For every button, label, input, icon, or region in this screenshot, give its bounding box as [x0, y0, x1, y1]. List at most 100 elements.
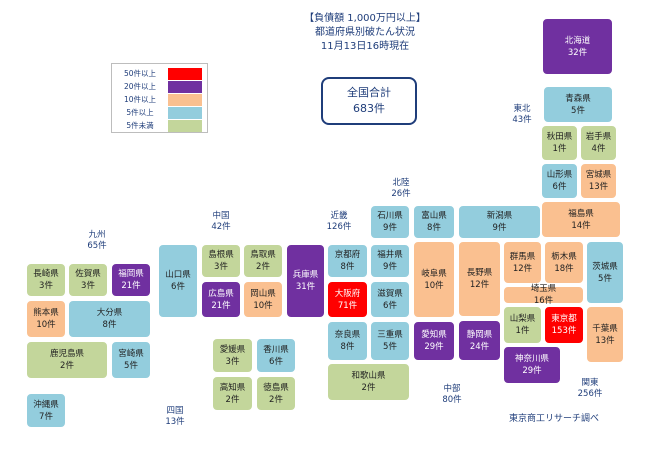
prefecture-name: 岩手県 [585, 132, 612, 142]
prefecture-name: 三重県 [377, 330, 403, 340]
region-count: 26件 [391, 189, 411, 199]
prefecture-iwate: 岩手県 4件 [580, 125, 617, 161]
prefecture-count: 2件 [361, 383, 376, 393]
prefecture-miyagi: 宮城県 13件 [580, 163, 617, 199]
region-label-kyushu: 九州 65件 [80, 230, 114, 252]
legend-swatch [168, 94, 202, 106]
prefecture-name: 福島県 [568, 208, 594, 219]
prefecture-nagasaki: 長崎県 3件 [26, 263, 66, 297]
region-name: 中国 [212, 211, 230, 221]
prefecture-count: 6件 [171, 282, 185, 292]
prefecture-ibaraki: 茨城県 5件 [586, 241, 624, 304]
prefecture-name: 山梨県 [509, 314, 536, 324]
prefecture-name: 奈良県 [334, 330, 361, 340]
region-count: 126件 [326, 222, 352, 232]
region-count: 43件 [512, 115, 532, 125]
prefecture-name: 千葉県 [592, 323, 618, 334]
prefecture-mie: 三重県 5件 [370, 321, 410, 361]
prefecture-name: 鹿児島県 [49, 349, 84, 359]
prefecture-ehime: 愛媛県 3件 [212, 338, 253, 373]
prefecture-ishikawa: 石川県 9件 [370, 205, 410, 239]
prefecture-name: 茨城県 [592, 261, 618, 272]
prefecture-name: 北海道 [564, 35, 591, 46]
prefecture-name: 愛媛県 [219, 344, 246, 355]
title-line-3: 11月13日16時現在 [320, 41, 410, 52]
prefecture-count: 31件 [295, 282, 316, 292]
legend-item-5plus: 5件以上 [116, 107, 204, 119]
prefecture-count: 7件 [39, 411, 53, 422]
prefecture-count: 1件 [515, 326, 530, 336]
prefecture-name: 福井県 [377, 250, 403, 260]
region-label-chubu: 中部 80件 [435, 384, 469, 406]
prefecture-name: 香川県 [263, 344, 289, 355]
prefecture-count: 9件 [492, 223, 507, 233]
prefecture-kyoto: 京都府 8件 [327, 244, 368, 278]
region-name: 北陸 [392, 178, 410, 188]
legend-item-under5: 5件未満 [116, 120, 204, 132]
prefecture-aomori: 青森県 5件 [543, 86, 613, 123]
legend-label: 5件未満 [126, 121, 154, 130]
prefecture-name: 秋田県 [546, 132, 573, 142]
national-total-label: 全国合計 [347, 86, 391, 99]
region-label-shikoku: 四国 13件 [158, 406, 192, 428]
region-name: 東北 [513, 104, 531, 114]
region-name: 四国 [166, 406, 184, 416]
legend-swatch [168, 107, 202, 119]
prefecture-count: 5件 [571, 105, 585, 116]
prefecture-count: 2件 [256, 262, 270, 272]
prefecture-count: 10件 [36, 320, 56, 330]
prefecture-name: 和歌山県 [351, 371, 386, 381]
prefecture-name: 徳島県 [263, 382, 289, 393]
prefecture-kochi: 高知県 2件 [212, 376, 253, 411]
region-label-hokuriku: 北陸 26件 [384, 178, 418, 200]
prefecture-kanagawa: 神奈川県 29件 [503, 346, 561, 384]
legend-swatch [168, 68, 202, 80]
prefecture-name: 京都府 [334, 250, 361, 260]
prefecture-name: 熊本県 [33, 308, 59, 318]
prefecture-tokushima: 徳島県 2件 [256, 376, 296, 411]
prefecture-count: 3件 [81, 281, 95, 291]
prefecture-shimane: 島根県 3件 [201, 244, 241, 278]
legend-label: 5件以上 [126, 108, 154, 117]
title-line-2: 都道府県別破たん状況 [315, 27, 415, 38]
region-label-chugoku: 中国 42件 [204, 211, 238, 233]
prefecture-count: 12件 [469, 280, 490, 290]
prefecture-name: 山形県 [546, 170, 573, 180]
prefecture-count: 24件 [469, 341, 490, 352]
prefecture-hiroshima: 広島県 21件 [201, 281, 241, 318]
prefecture-name: 富山県 [421, 211, 447, 221]
region-name: 近畿 [330, 211, 348, 221]
prefecture-fukui: 福井県 9件 [370, 244, 410, 278]
prefecture-name: 宮崎県 [118, 349, 144, 359]
prefecture-name: 島根県 [208, 250, 234, 260]
title-line-1: 【負債額 1,000万円以上】 [304, 13, 426, 24]
region-count: 13件 [165, 417, 185, 427]
prefecture-okinawa: 沖縄県 7件 [26, 393, 66, 428]
region-label-tohoku: 東北 43件 [505, 104, 539, 126]
prefecture-count: 6件 [269, 356, 283, 367]
prefecture-nara: 奈良県 8件 [327, 321, 368, 361]
prefecture-count: 13件 [595, 335, 615, 346]
prefecture-count: 5件 [124, 361, 138, 371]
prefecture-count: 4件 [591, 144, 606, 154]
prefecture-name: 岡山県 [250, 288, 276, 299]
prefecture-name: 高知県 [219, 382, 246, 393]
prefecture-kagawa: 香川県 6件 [256, 338, 296, 373]
legend-label: 10件以上 [123, 95, 157, 104]
prefecture-count: 10件 [253, 300, 273, 311]
prefecture-niigata: 新潟県 9件 [458, 205, 541, 239]
prefecture-saitama: 埼玉県 16件 [503, 284, 584, 306]
national-total-box: 全国合計 683件 [321, 77, 417, 125]
region-count: 80件 [442, 395, 462, 405]
prefecture-count: 16件 [533, 296, 554, 306]
prefecture-count: 21件 [211, 300, 231, 311]
prefecture-name: 広島県 [208, 288, 234, 299]
prefecture-count: 10件 [424, 280, 444, 291]
prefecture-name: 静岡県 [466, 329, 493, 340]
prefecture-name: 石川県 [377, 211, 403, 221]
prefecture-name: 新潟県 [486, 211, 513, 221]
prefecture-count: 2件 [269, 394, 283, 405]
legend-swatch [168, 81, 202, 93]
prefecture-count: 6件 [552, 182, 567, 192]
